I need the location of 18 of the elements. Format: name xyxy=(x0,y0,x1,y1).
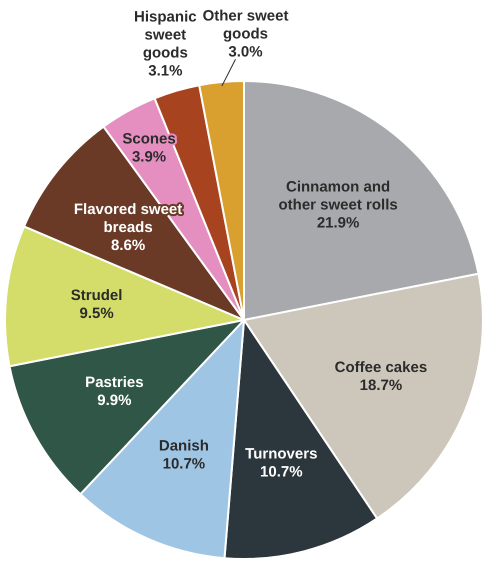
data-label: 21.9% xyxy=(316,214,360,232)
slice-label: Danish xyxy=(158,438,209,455)
slice-label: Turnovers xyxy=(245,446,318,463)
data-label: 3.0% xyxy=(228,43,263,60)
data-label: 8.6% xyxy=(110,236,146,254)
slice-label: Hispanic sweet goods xyxy=(134,8,197,62)
slice-label: Other sweet goods xyxy=(202,7,288,42)
data-label: 9.5% xyxy=(80,304,114,322)
data-label: 9.9% xyxy=(97,392,132,409)
data-label: 3.1% xyxy=(148,62,182,80)
slice-label: Strudel xyxy=(70,286,122,304)
data-label: 18.7% xyxy=(360,376,402,394)
data-label: 10.7% xyxy=(260,464,303,481)
slice-label: Coffee cakes xyxy=(334,358,428,376)
data-label: 3.9% xyxy=(132,148,166,166)
slice-label: Pastries xyxy=(85,374,144,391)
slice-label: Cinnamon and other sweet rolls xyxy=(278,178,398,214)
data-label: 10.7% xyxy=(162,456,206,473)
